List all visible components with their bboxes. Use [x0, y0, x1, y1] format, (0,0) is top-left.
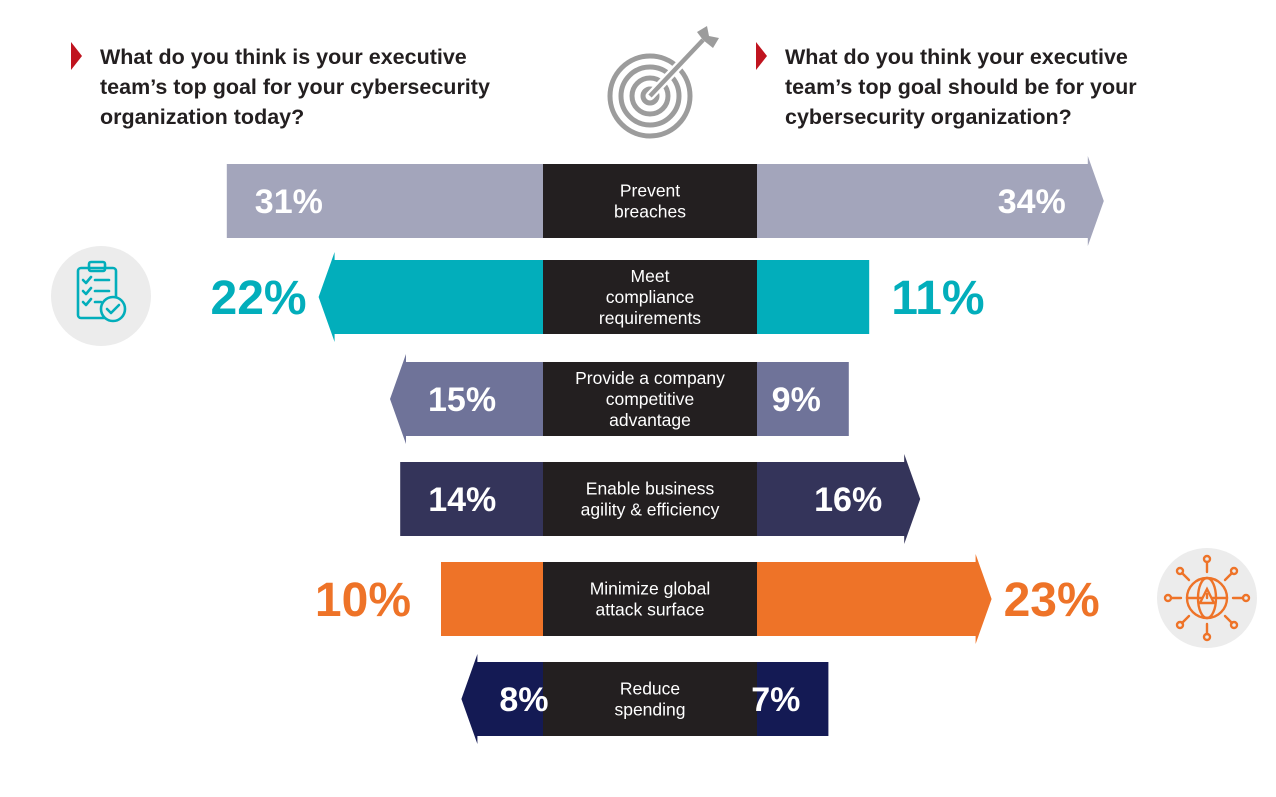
question-marker-right [756, 42, 767, 70]
question-marker-left [71, 42, 82, 70]
category-label-box-3 [543, 462, 757, 536]
category-label-box-0 [543, 164, 757, 238]
category-label-box-1 [543, 260, 757, 334]
compliance-icon-circle [51, 246, 151, 346]
category-label-box-2 [543, 362, 757, 436]
right-value-label-2: 9% [772, 381, 821, 419]
left-value-label-1: 22% [211, 272, 307, 325]
left-value-label-3: 14% [428, 481, 496, 519]
category-label-5: Reduce spending [614, 679, 685, 720]
category-label-3: Enable business agility & efficiency [581, 479, 720, 520]
category-label-4: Minimize global attack surface [590, 579, 711, 620]
category-label-box-4 [543, 562, 757, 636]
left-value-label-4: 10% [315, 574, 411, 627]
left-value-label-5: 8% [499, 681, 548, 719]
category-label-box-5 [543, 662, 757, 736]
right-value-label-5: 7% [751, 681, 800, 719]
attack-surface-icon-circle [1157, 548, 1257, 648]
right-value-label-0: 34% [998, 183, 1066, 221]
target-arrow-icon [607, 26, 719, 139]
right-value-label-4: 23% [1004, 574, 1100, 627]
category-label-1: Meet compliance requirements [599, 266, 701, 328]
category-label-0: Prevent breaches [614, 181, 686, 222]
left-value-label-2: 15% [428, 381, 496, 419]
category-label-2: Provide a company competitive advantage [575, 368, 725, 430]
question-left: What do you think is your executive team… [100, 45, 490, 129]
right-value-label-3: 16% [814, 481, 882, 519]
question-right: What do you think your executive team’s … [785, 45, 1137, 129]
checklist-clipboard-icon [76, 260, 127, 323]
globe-alert-network-icon [1163, 554, 1251, 642]
left-value-label-0: 31% [255, 183, 323, 221]
right-value-label-1: 11% [891, 272, 984, 325]
